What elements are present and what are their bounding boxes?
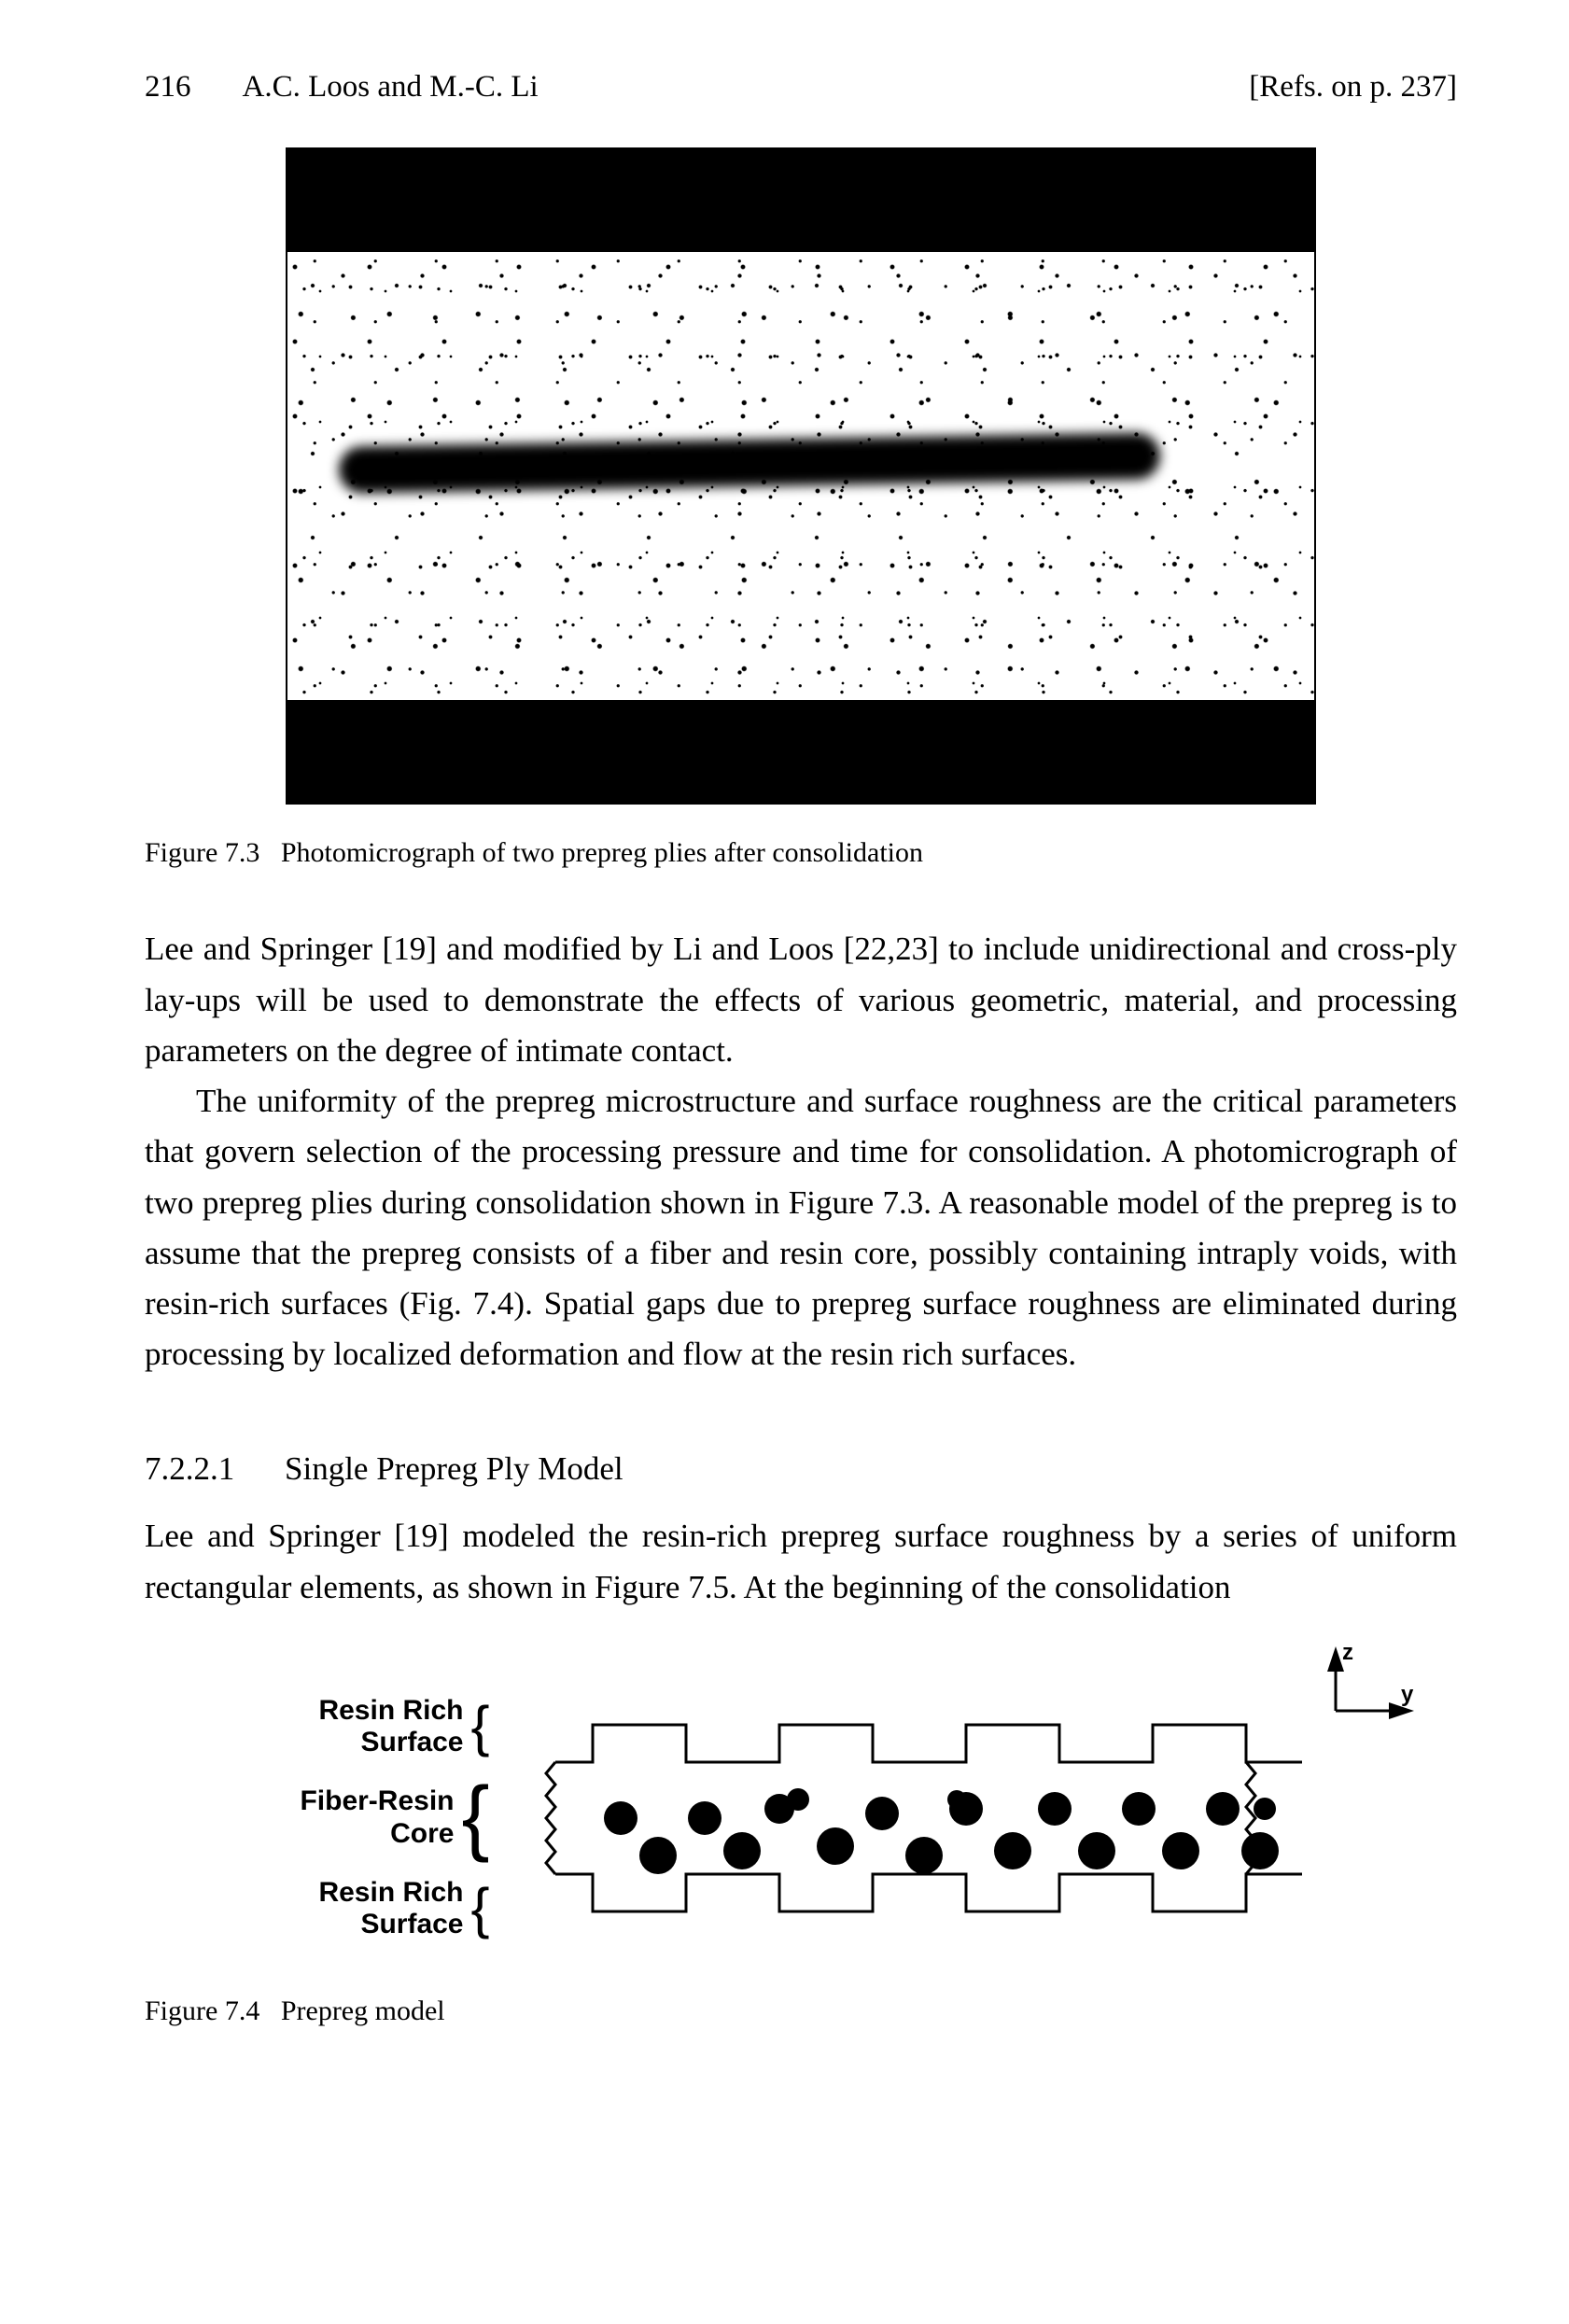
label-resin-rich-top: Resin Rich Surface { — [300, 1701, 489, 1753]
axes-svg: z y — [1317, 1645, 1420, 1729]
label-resin-rich-bottom-l2: Surface — [318, 1909, 463, 1941]
section-number: 7.2.2.1 — [145, 1446, 285, 1493]
label-fiber-resin-l1: Fiber-Resin — [300, 1785, 454, 1818]
figure-7-4-labels: Resin Rich Surface { Fiber-Resin Core { … — [300, 1701, 489, 1935]
figure-7-3-label: Figure 7.3 — [145, 837, 259, 868]
running-head-left: 216 A.C. Loos and M.-C. Li — [145, 65, 539, 110]
brace-icon: { — [471, 1883, 490, 1934]
paragraph-1: Lee and Springer [19] and modified by Li… — [145, 924, 1457, 1076]
paragraph-2: The uniformity of the prepreg microstruc… — [145, 1076, 1457, 1380]
figure-7-3-caption-text: Photomicrograph of two prepreg plies aft… — [281, 837, 923, 868]
brace-icon: { — [471, 1701, 490, 1752]
section-body: Lee and Springer [19] modeled the resin-… — [145, 1511, 1457, 1613]
figure-7-3-image — [286, 147, 1316, 805]
axis-y-label: y — [1401, 1682, 1414, 1707]
label-resin-rich-top-l1: Resin Rich — [318, 1695, 463, 1728]
label-resin-rich-bottom-l1: Resin Rich — [318, 1877, 463, 1910]
label-resin-rich-top-l2: Surface — [318, 1727, 463, 1759]
page-number: 216 — [145, 65, 191, 110]
running-head: 216 A.C. Loos and M.-C. Li [Refs. on p. … — [145, 65, 1457, 110]
figure-7-4-caption: Figure 7.4 Prepreg model — [145, 1991, 1457, 2032]
section-title: Single Prepreg Ply Model — [285, 1450, 623, 1487]
brace-icon: { — [461, 1780, 489, 1855]
axes: z y — [1317, 1645, 1420, 1740]
figure-7-4-caption-text: Prepreg model — [281, 1995, 445, 2026]
figure-7-4-diagram — [527, 1678, 1302, 1958]
figure-7-4-label: Figure 7.4 — [145, 1995, 259, 2026]
pm-top-band — [287, 149, 1314, 252]
authors: A.C. Loos and M.-C. Li — [243, 65, 539, 110]
axis-z-label: z — [1342, 1645, 1353, 1665]
refs-note: [Refs. on p. 237] — [1249, 65, 1457, 110]
label-fiber-resin-l2: Core — [300, 1818, 454, 1851]
pm-bottom-band — [287, 700, 1314, 803]
label-resin-rich-bottom: Resin Rich Surface { — [300, 1883, 489, 1935]
figure-7-3-caption: Figure 7.3 Photomicrograph of two prepre… — [145, 833, 1457, 874]
label-fiber-resin-core: Fiber-Resin Core { — [300, 1757, 489, 1879]
pm-mid-speckle — [287, 252, 1314, 700]
section-heading-7-2-2-1: 7.2.2.1Single Prepreg Ply Model — [145, 1446, 1457, 1493]
figure-7-4: z y Resin Rich Surface { Fiber-Resin Cor… — [145, 1664, 1457, 1972]
page: 216 A.C. Loos and M.-C. Li [Refs. on p. … — [0, 0, 1569, 2324]
